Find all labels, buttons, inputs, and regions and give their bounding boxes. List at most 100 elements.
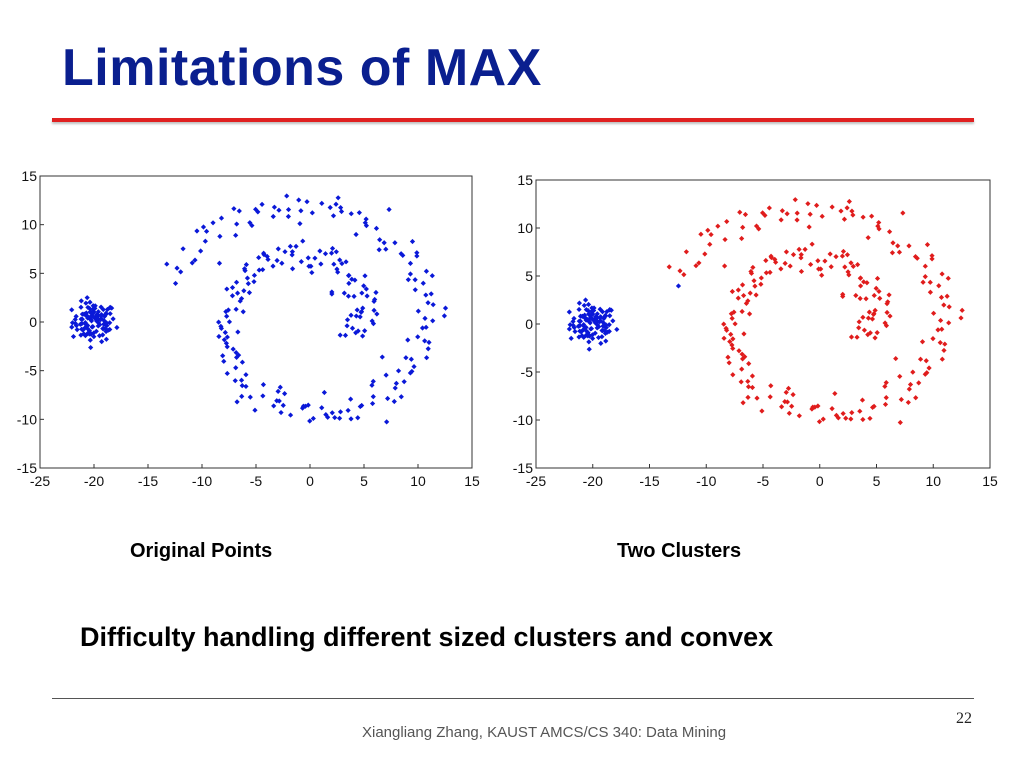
data-point-0: [384, 419, 390, 425]
data-point-0: [339, 260, 345, 267]
data-point-1: [850, 212, 856, 218]
data-point-1: [807, 211, 813, 217]
data-point-0: [355, 415, 361, 421]
data-point-1: [913, 395, 919, 401]
data-point-1: [768, 383, 774, 389]
data-point-0: [330, 213, 337, 219]
data-point-0: [331, 261, 337, 267]
data-point-1: [942, 341, 948, 347]
data-point-0: [202, 238, 208, 244]
data-point-1: [912, 254, 919, 260]
scatter-plot-two-clusters: -25 -20 -15 -10 -5 0 5 10 15 15 10 5 0 -5 -10 -15: [513, 172, 998, 489]
data-point-1: [783, 389, 789, 396]
data-point-1: [607, 313, 613, 319]
data-point-0: [353, 231, 359, 238]
data-point-0: [223, 309, 229, 315]
data-point-0: [383, 246, 389, 252]
data-point-0: [72, 320, 79, 327]
data-point-0: [279, 260, 285, 266]
data-point-0: [274, 398, 280, 404]
data-point-0: [102, 326, 108, 332]
data-point-1: [841, 216, 848, 222]
data-point-1: [813, 202, 820, 208]
data-point-0: [430, 302, 436, 308]
data-point-0: [239, 393, 245, 400]
title-underline: [52, 118, 974, 122]
footer-credit: Xiangliang Zhang, KAUST AMCS/CS 340: Dat…: [362, 724, 727, 741]
data-point-1: [827, 251, 833, 257]
data-point-0: [90, 310, 96, 316]
y-tick-label: -10: [513, 412, 533, 428]
data-point-0: [310, 415, 316, 422]
data-point-0: [289, 252, 295, 258]
data-point-0: [407, 260, 414, 266]
data-point-1: [896, 249, 903, 255]
data-point-0: [74, 327, 80, 333]
data-point-1: [798, 255, 804, 261]
data-point-1: [802, 246, 808, 253]
data-point-1: [759, 408, 765, 414]
x-tick-label: 15: [464, 473, 480, 489]
data-point-1: [876, 219, 882, 226]
data-point-1: [588, 312, 595, 318]
data-point-1: [794, 210, 800, 216]
data-point-1: [790, 392, 796, 398]
data-point-0: [231, 206, 237, 212]
slide-title: Limitations of MAX: [62, 39, 542, 97]
x-tick-label: 15: [982, 473, 998, 489]
data-point-1: [829, 204, 835, 210]
data-point-0: [103, 328, 109, 335]
data-point-0: [99, 339, 105, 345]
data-point-0: [217, 233, 223, 239]
data-point-0: [379, 354, 385, 360]
data-point-1: [877, 295, 883, 301]
data-point-0: [78, 332, 84, 338]
data-point-1: [895, 243, 901, 249]
data-point-1: [883, 379, 889, 386]
y-tick-label: 10: [517, 220, 533, 236]
x-tick-label: -20: [583, 473, 603, 489]
data-point-0: [107, 304, 113, 311]
data-point-0: [233, 232, 239, 238]
data-point-0: [79, 321, 85, 327]
data-point-0: [233, 306, 239, 312]
data-point-0: [96, 333, 103, 339]
data-point-0: [412, 277, 418, 283]
data-point-0: [424, 355, 430, 361]
data-point-1: [832, 390, 838, 397]
data-point-1: [840, 410, 846, 417]
data-point-1: [927, 279, 933, 285]
data-point-1: [782, 260, 788, 266]
data-point-0: [255, 209, 261, 215]
data-point-1: [768, 253, 774, 259]
data-point-0: [349, 276, 355, 282]
data-point-0: [234, 399, 240, 405]
data-point-0: [348, 211, 354, 217]
data-point-1: [736, 348, 742, 354]
data-point-0: [249, 222, 255, 229]
data-point-0: [230, 346, 236, 352]
data-point-1: [929, 256, 935, 262]
y-tick-label: -15: [513, 460, 533, 476]
data-point-0: [371, 307, 377, 313]
data-point-1: [840, 248, 847, 255]
data-point-0: [70, 333, 77, 340]
data-point-0: [299, 405, 306, 411]
y-tick-label: 5: [525, 268, 533, 284]
data-point-1: [829, 405, 835, 412]
x-tick-label: 0: [816, 473, 824, 489]
data-point-1: [581, 302, 587, 309]
data-point-0: [259, 201, 265, 207]
data-point-0: [92, 305, 98, 311]
data-point-0: [261, 250, 267, 256]
data-point-1: [796, 246, 802, 252]
data-point-1: [585, 301, 592, 308]
data-point-0: [362, 328, 368, 334]
data-point-0: [224, 313, 230, 319]
data-point-1: [927, 289, 933, 295]
data-point-1: [856, 319, 862, 325]
data-point-0: [284, 193, 290, 199]
data-point-0: [236, 208, 242, 214]
data-point-1: [958, 315, 964, 321]
data-point-1: [808, 261, 814, 268]
